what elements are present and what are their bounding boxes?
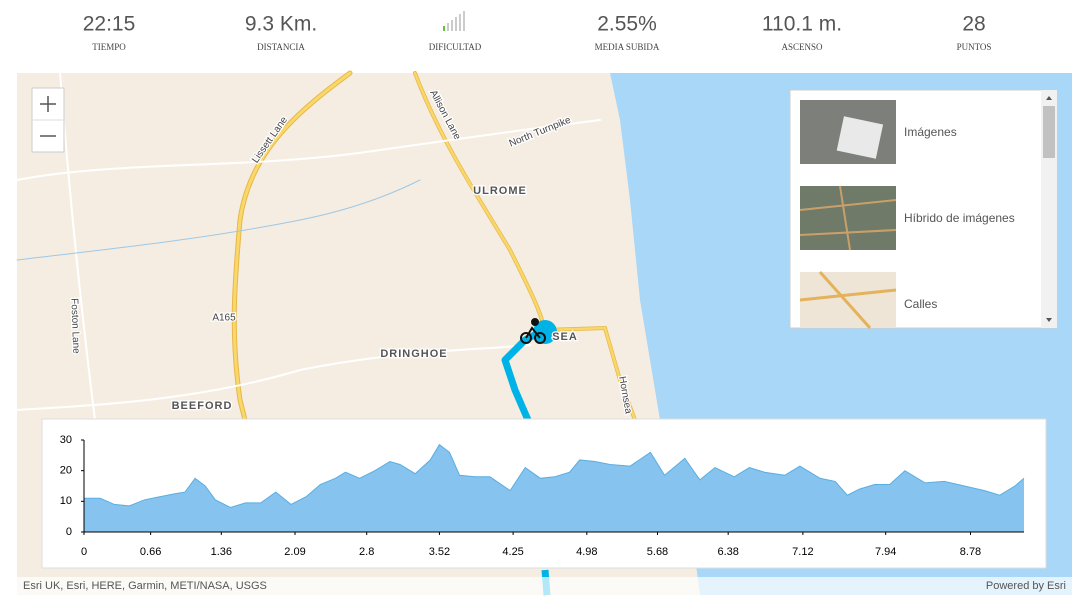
stats-bar (0, 0, 1090, 70)
x-tick-label: 0.66 (140, 546, 161, 558)
difficulty-icon (443, 11, 465, 31)
x-tick-label: 4.25 (502, 546, 523, 558)
scrollbar-thumb[interactable] (1043, 106, 1055, 158)
map-label: BEEFORD (172, 400, 233, 412)
x-tick-label: 5.68 (647, 546, 668, 558)
basemap-gallery (789, 89, 1058, 329)
attribution-bar (17, 577, 1072, 595)
stat-label: PUNTOS (957, 42, 992, 52)
stat-value: 2.55% (597, 13, 657, 36)
stat-label: DIFICULTAD (429, 42, 482, 52)
basemap-label[interactable]: Imágenes (904, 125, 957, 139)
y-tick-label: 0 (66, 526, 72, 538)
x-tick-label: 4.98 (576, 546, 597, 558)
y-tick-label: 10 (60, 495, 72, 507)
map-label: DRINGHOE (380, 348, 447, 360)
map-label: A165 (212, 313, 236, 324)
stat-value: 110.1 m. (762, 13, 842, 36)
attribution: Esri UK, Esri, HERE, Garmin, METI/NASA, … (23, 580, 267, 592)
stat-label: DISTANCIA (257, 42, 305, 52)
x-tick-label: 0 (81, 546, 87, 558)
x-tick-label: 2.8 (359, 546, 374, 558)
x-tick-label: 7.94 (875, 546, 896, 558)
x-tick-label: 8.78 (960, 546, 981, 558)
cyclist-icon (520, 318, 546, 344)
map-label: ULROME (473, 185, 527, 197)
thumbnail[interactable] (800, 272, 896, 328)
x-tick-label: 1.36 (211, 546, 232, 558)
stat-label: MEDIA SUBIDA (595, 42, 660, 52)
elevation-area (84, 444, 1024, 532)
map-label: SEA (552, 331, 578, 343)
powered-by[interactable]: Powered by Esri (986, 580, 1066, 592)
stat-label: ASCENSO (781, 42, 823, 52)
x-tick-label: 3.52 (429, 546, 450, 558)
x-tick-label: 2.09 (284, 546, 305, 558)
x-tick-label: 6.38 (717, 546, 738, 558)
stat-value: 9.3 Km. (245, 13, 317, 36)
y-tick-label: 20 (60, 465, 72, 477)
basemap-label[interactable]: Híbrido de imágenes (904, 211, 1015, 225)
y-tick-label: 30 (60, 434, 72, 446)
zoom-in[interactable] (40, 96, 56, 112)
zoom-control (31, 87, 65, 153)
x-tick-label: 7.12 (792, 546, 813, 558)
basemap-label[interactable]: Calles (904, 297, 937, 311)
stat-value: 22:15 (83, 13, 136, 36)
elevation-line (84, 443, 1025, 509)
stat-value: 28 (962, 13, 985, 36)
map-label: Foston Lane (68, 298, 81, 354)
stat-label: TIEMPO (92, 42, 126, 52)
